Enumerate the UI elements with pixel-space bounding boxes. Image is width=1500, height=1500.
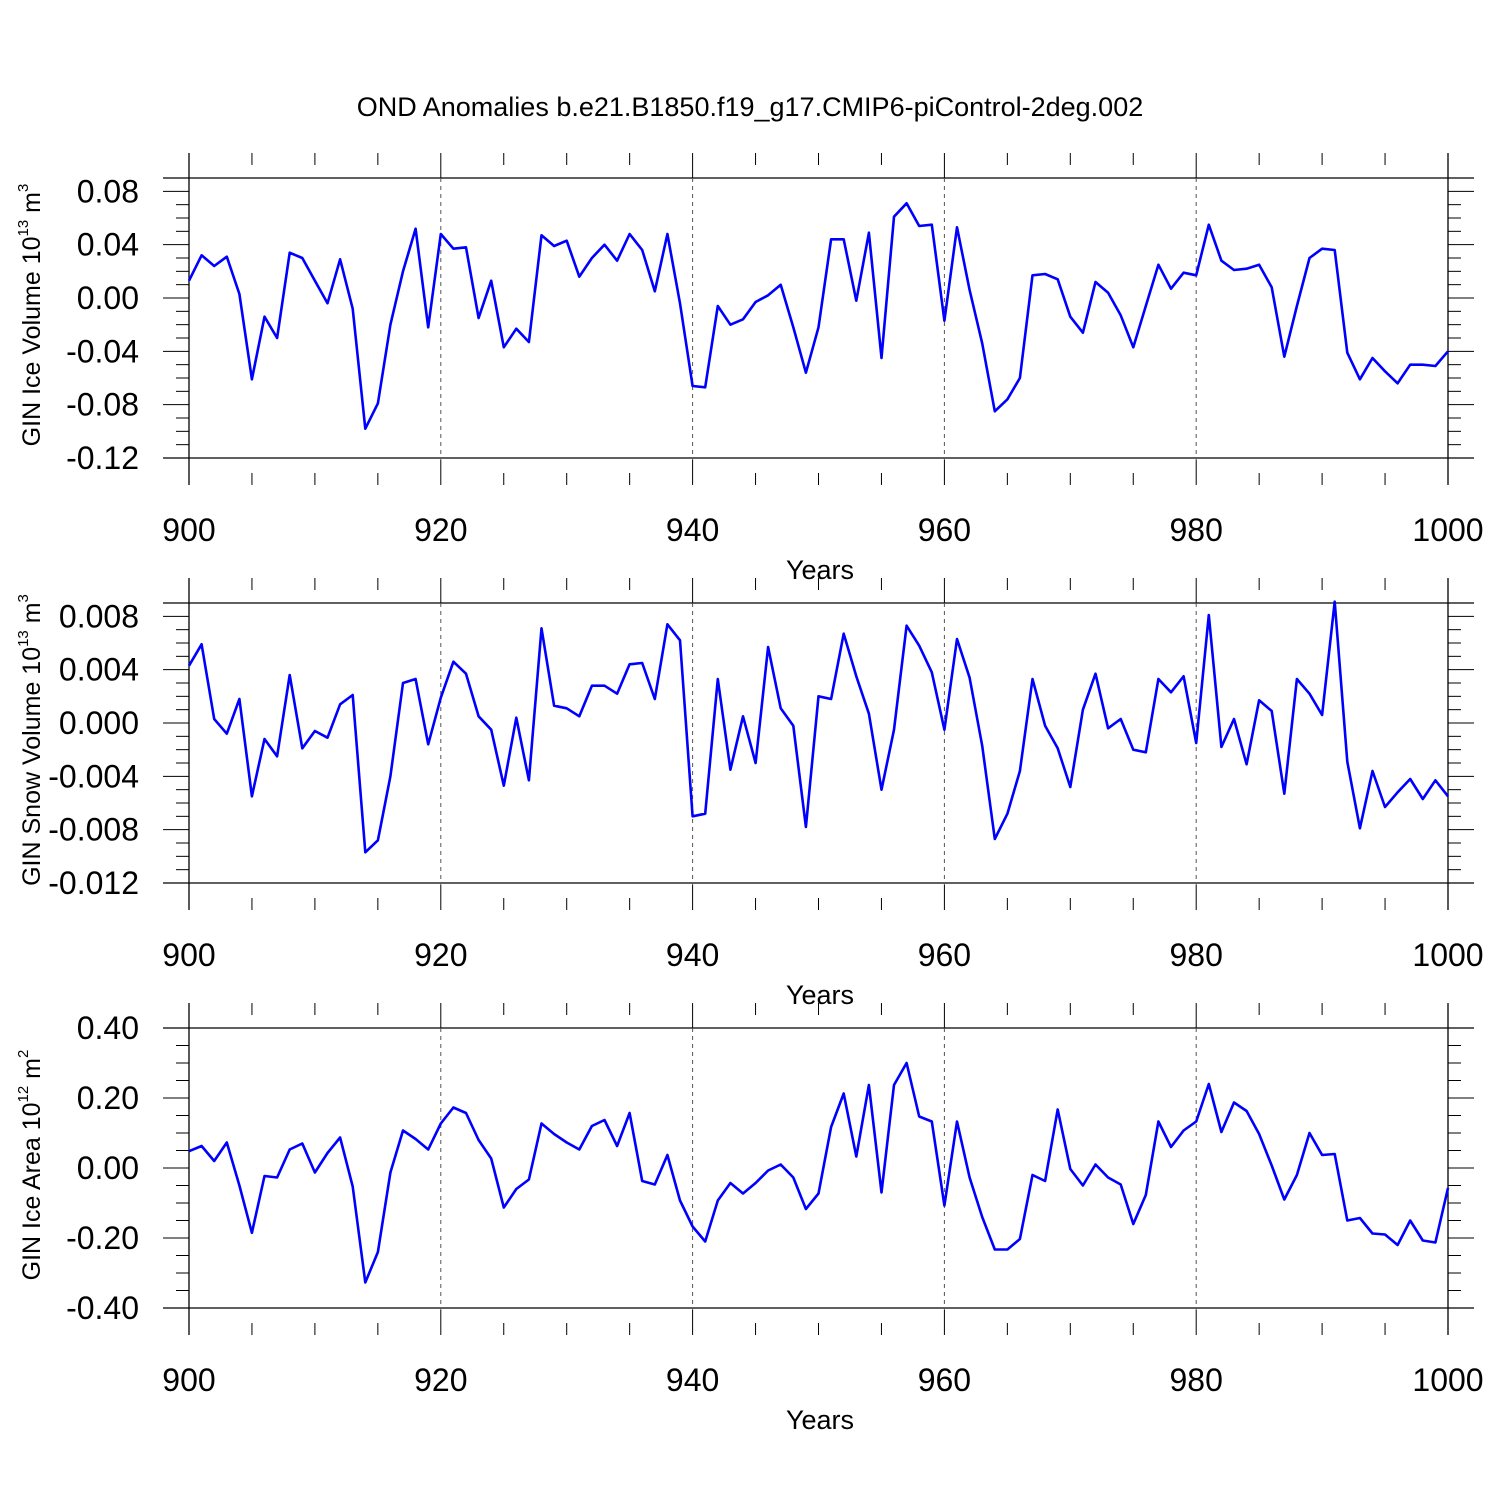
x-tick-label: 1000	[1412, 512, 1483, 548]
y-tick-label: 0.20	[77, 1080, 139, 1116]
x-tick-label: 960	[918, 937, 971, 973]
panels-container: 0.08 0.04 0.00 -0.04 -0.08 -0.12 900 920 940 960 9…	[15, 153, 1484, 1435]
y-tick-label: -0.04	[66, 333, 139, 369]
x-tick-label: 920	[414, 1362, 467, 1398]
y-tick-label: 0.40	[77, 1010, 139, 1046]
series-line	[187, 202, 1449, 431]
x-tick-label: 920	[414, 512, 467, 548]
x-tick-label: 960	[918, 512, 971, 548]
y-tick-label: -0.20	[66, 1220, 139, 1256]
x-axis-label: Years	[786, 1405, 854, 1435]
y-tick-label: 0.00	[77, 1150, 139, 1186]
y-tick-label: 0.04	[77, 227, 139, 263]
series-line	[188, 1061, 1450, 1284]
y-label-part: 3	[15, 594, 32, 602]
y-axis-label: GIN Ice Area 1012 m2	[15, 1050, 46, 1281]
y-tick-label: 0.000	[59, 705, 139, 741]
x-tick-label: 900	[162, 1362, 215, 1398]
y-label-part: GIN Ice Area 10	[18, 1102, 46, 1280]
y-label-part: 12	[15, 1086, 32, 1103]
x-axis-label: Years	[786, 980, 854, 1010]
y-axis-label: GIN Snow Volume 1013 m3	[15, 594, 46, 886]
y-tick-label: 0.004	[59, 652, 139, 688]
y-tick-label: -0.008	[48, 812, 139, 848]
y-tick-label: -0.12	[66, 440, 139, 476]
y-tick-label: -0.004	[48, 758, 139, 794]
y-label-part: m	[18, 1058, 46, 1086]
y-axis-label: GIN Ice Volume 1013 m3	[15, 184, 46, 447]
y-label-part: m	[18, 192, 46, 220]
figure-title: OND Anomalies b.e21.B1850.f19_g17.CMIP6-…	[357, 92, 1143, 122]
x-tick-label: 900	[162, 512, 215, 548]
x-tick-label: 940	[666, 1362, 719, 1398]
y-tick-label: 0.008	[59, 598, 139, 634]
y-label-part: 3	[15, 184, 32, 192]
chart-panel-2: 0.008 0.004 0.000 -0.004 -0.008 -0.012 900 920 9…	[15, 578, 1484, 1010]
x-axis-label: Years	[786, 555, 854, 585]
y-tick-label: 0.08	[77, 173, 139, 209]
y-label-part: m	[18, 602, 46, 630]
chart-panel-3: 0.40 0.20 0.00 -0.20 -0.40 900 920 940 960 980 100…	[15, 1003, 1484, 1435]
x-tick-label: 980	[1170, 937, 1223, 973]
x-tick-label: 940	[666, 512, 719, 548]
y-label-part: 13	[15, 630, 32, 647]
x-tick-label: 1000	[1412, 1362, 1483, 1398]
x-tick-label: 980	[1170, 512, 1223, 548]
y-tick-label: 0.00	[77, 280, 139, 316]
x-tick-label: 980	[1170, 1362, 1223, 1398]
y-label-part: 2	[15, 1050, 32, 1058]
x-tick-label: 900	[162, 937, 215, 973]
y-tick-label: -0.40	[66, 1290, 139, 1326]
y-tick-label: -0.012	[48, 865, 139, 901]
y-label-part: 13	[15, 220, 32, 237]
y-tick-label: -0.08	[66, 387, 139, 423]
y-label-part: GIN Snow Volume 10	[18, 647, 46, 886]
x-tick-label: 1000	[1412, 937, 1483, 973]
chart-panel-1: 0.08 0.04 0.00 -0.04 -0.08 -0.12 900 920 940 960 9…	[15, 153, 1484, 585]
y-label-part: GIN Ice Volume 10	[18, 236, 46, 446]
x-tick-label: 920	[414, 937, 467, 973]
x-tick-label: 940	[666, 937, 719, 973]
series-line	[187, 600, 1450, 854]
x-tick-label: 960	[918, 1362, 971, 1398]
